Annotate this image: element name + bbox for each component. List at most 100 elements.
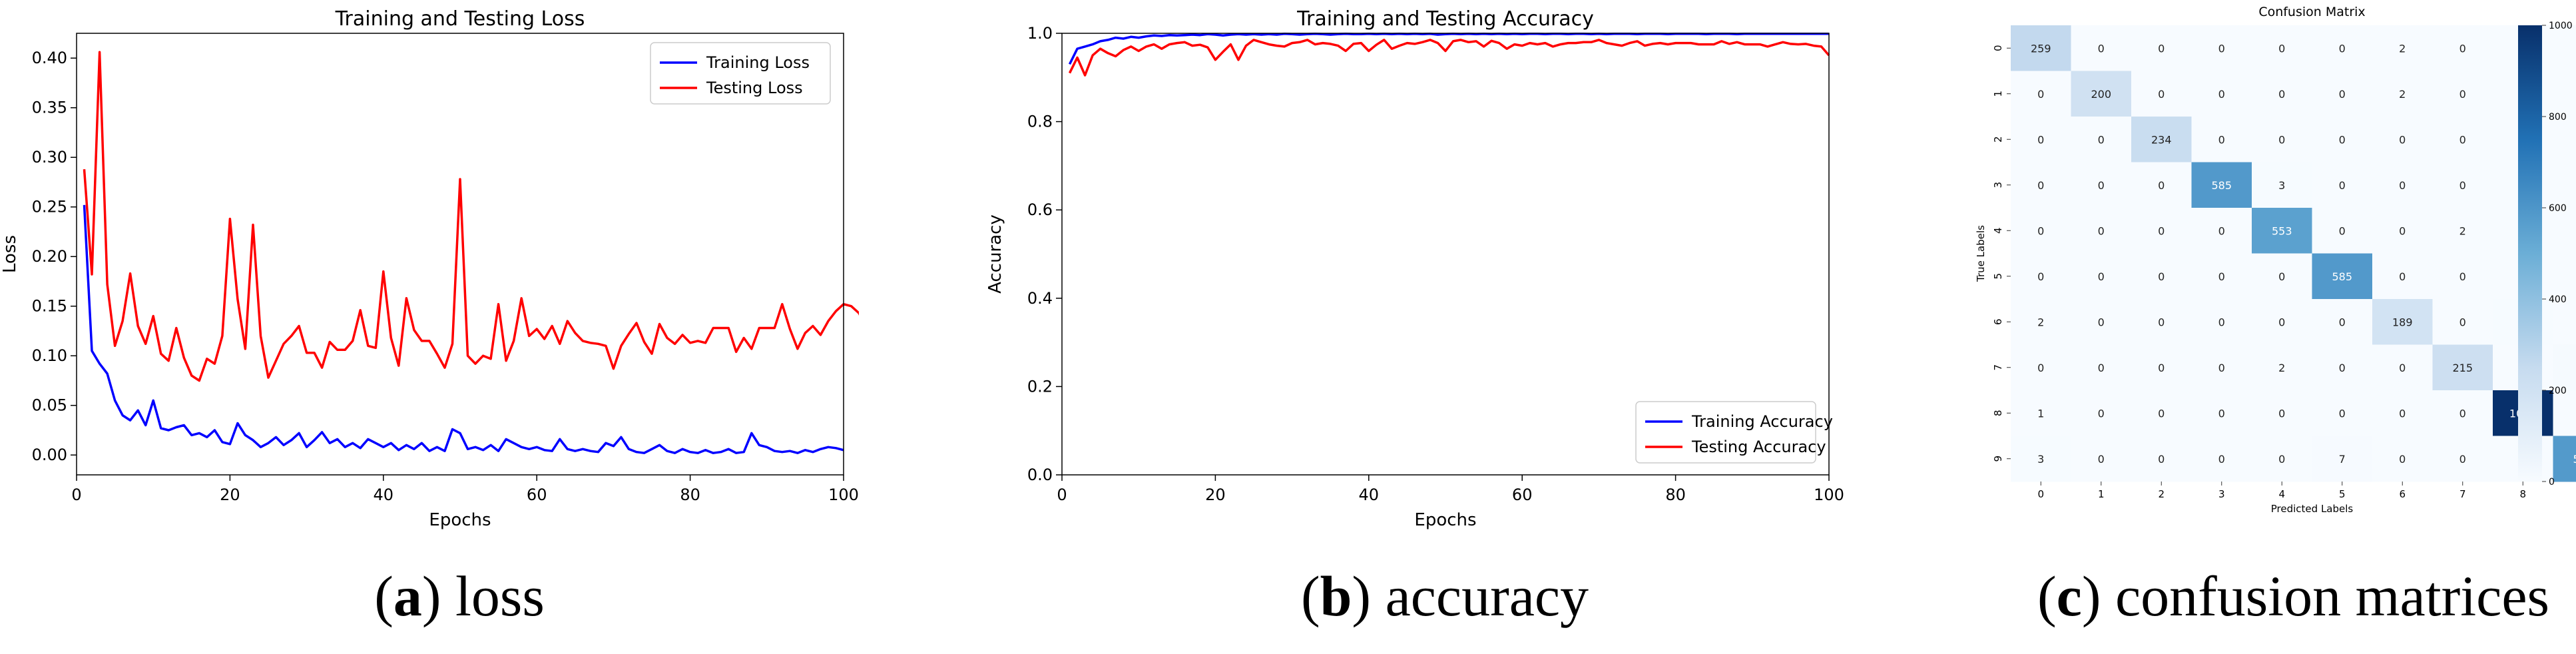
- y-tick-label: 0.0: [1027, 466, 1053, 484]
- cell-value: 189: [2392, 316, 2413, 328]
- y-tick-label: 0.6: [1027, 200, 1053, 219]
- cell-value: 0: [2339, 88, 2346, 101]
- x-tick-label: 8: [2519, 488, 2526, 500]
- heatmap-cell: [2191, 162, 2252, 208]
- confusion-matrix-chart: Confusion Matrix259000002000020000002000…: [1975, 5, 2576, 515]
- heatmap-cell: [2312, 208, 2373, 254]
- cell-value: 2: [2459, 224, 2466, 237]
- x-tick-label: 60: [1512, 486, 1533, 504]
- heatmap-cell: [2071, 299, 2132, 345]
- cell-value: 581: [2573, 453, 2576, 466]
- cell-value: 2: [2037, 316, 2044, 328]
- cell-value: 0: [2218, 362, 2225, 374]
- x-tick-label: 4: [2278, 488, 2285, 500]
- cell-value: 0: [2218, 224, 2225, 237]
- heatmap-cell: [2131, 436, 2192, 482]
- cell-value: 234: [2151, 133, 2172, 146]
- cell-value: 0: [2218, 316, 2225, 328]
- cell-value: 200: [2091, 88, 2111, 101]
- cell-value: 0: [2459, 133, 2466, 146]
- legend-label-0: Training Loss: [706, 53, 810, 72]
- x-tick-label: 40: [1359, 486, 1380, 504]
- heatmap-cell: [2071, 208, 2132, 254]
- heatmap-cell: [2131, 208, 2192, 254]
- caption-c: (c) confusion matrices: [2037, 564, 2549, 628]
- legend: Training Loss Testing Loss: [650, 42, 831, 105]
- heatmap-cell: [2191, 436, 2252, 482]
- heatmap-cell: [2011, 117, 2071, 163]
- heatmap-cell: [2553, 344, 2576, 391]
- cell-value: 0: [2098, 133, 2105, 146]
- caption-b-letter: b: [1320, 564, 1352, 628]
- heatmap-cell: [2071, 25, 2132, 71]
- heatmap-cell: [2553, 253, 2576, 300]
- cell-value: 2: [2278, 362, 2285, 374]
- cell-value: 0: [2098, 316, 2105, 328]
- heatmap-cell: [2071, 436, 2132, 482]
- cell-value: 0: [2278, 133, 2285, 146]
- x-tick-label: 20: [220, 486, 240, 504]
- heatmap-cell: [2553, 117, 2576, 163]
- heatmap-cell: [2252, 299, 2312, 345]
- heatmap-cell: [2131, 162, 2192, 208]
- heatmap-cell: [2312, 299, 2373, 345]
- heatmap-cell: [2011, 162, 2071, 208]
- cell-value: 0: [2339, 362, 2346, 374]
- heatmap-cell: [2432, 390, 2493, 436]
- heatmap-cell: [2312, 117, 2373, 163]
- y-axis-label: Loss: [0, 235, 20, 273]
- heatmap-cell: [2252, 390, 2312, 436]
- heatmap-cell: [2312, 25, 2373, 71]
- y-tick-label: 0.2: [1027, 377, 1053, 396]
- colorbar-tick-label: 200: [2549, 386, 2567, 396]
- y-tick-label: 0.40: [32, 49, 67, 67]
- cell-value: 0: [2399, 270, 2406, 283]
- heatmap-cell: [2131, 253, 2192, 300]
- cell-value: 0: [2278, 88, 2285, 101]
- series-line-1: [1068, 39, 1830, 77]
- y-tick-label: 0.35: [32, 99, 67, 117]
- heatmap-cell: [2011, 208, 2071, 254]
- cell-value: 0: [2278, 453, 2285, 466]
- heatmap-cell: [2252, 208, 2312, 254]
- heatmap-cell: [2191, 299, 2252, 345]
- heatmap-cell: [2071, 344, 2132, 391]
- heatmap-cell: [2432, 436, 2493, 482]
- x-tick-label: 7: [2459, 488, 2466, 500]
- heatmap-cell: [2312, 390, 2373, 436]
- heatmap-cell: [2191, 117, 2252, 163]
- heatmap-cell: [2372, 253, 2433, 300]
- y-tick-label: 0.8: [1027, 113, 1053, 131]
- cell-value: 0: [2098, 407, 2105, 420]
- cell-value: 0: [2037, 224, 2044, 237]
- legend: Training Accuracy Testing Accuracy: [1635, 401, 1833, 464]
- cell-value: 0: [2399, 179, 2406, 192]
- cell-value: 0: [2037, 270, 2044, 283]
- cell-value: 1: [2037, 407, 2044, 420]
- x-tick-label: 80: [680, 486, 700, 504]
- y-tick-label: 0.25: [32, 198, 67, 216]
- cell-value: 259: [2031, 42, 2051, 55]
- chart-title: Training and Testing Loss: [335, 7, 585, 31]
- x-tick-label: 3: [2218, 488, 2225, 500]
- heatmap-cell: [2432, 117, 2493, 163]
- cell-value: 0: [2098, 362, 2105, 374]
- cell-value: 0: [2098, 224, 2105, 237]
- cell-value: 0: [2218, 88, 2225, 101]
- cell-value: 0: [2037, 179, 2044, 192]
- colorbar-tick-label: 0: [2549, 477, 2555, 488]
- y-tick-label: 0.15: [32, 297, 67, 316]
- heatmap-cell: [2432, 25, 2493, 71]
- heatmap-cell: [2553, 436, 2576, 482]
- colorbar-tick-label: 600: [2549, 203, 2567, 214]
- caption-a: (a) loss: [374, 564, 545, 628]
- cell-value: 0: [2459, 42, 2466, 55]
- cell-value: 2: [2399, 42, 2406, 55]
- cell-value: 0: [2339, 133, 2346, 146]
- cell-value: 0: [2339, 316, 2346, 328]
- heatmap-cell: [2191, 208, 2252, 254]
- heatmap-cell: [2372, 25, 2433, 71]
- heatmap-cell: [2131, 71, 2192, 117]
- heatmap-cell: [2312, 162, 2373, 208]
- heatmap-cell: [2071, 117, 2132, 163]
